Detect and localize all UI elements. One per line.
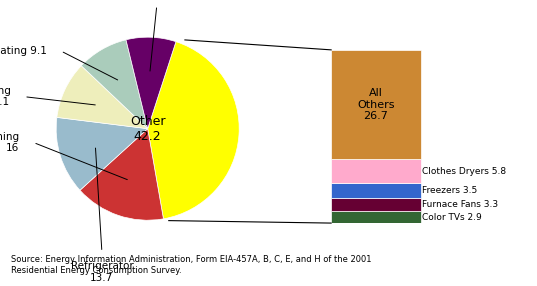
Text: Other
42.2: Other 42.2 [130,115,165,143]
Bar [331,183,420,198]
Text: Freezers 3.5: Freezers 3.5 [423,186,478,195]
Bar [331,160,420,183]
Text: Refrigerator
13.7: Refrigerator 13.7 [70,261,133,283]
Text: Furnace Fans 3.3: Furnace Fans 3.3 [423,200,498,209]
Text: Space Heating
10.1: Space Heating 10.1 [0,86,10,108]
Text: Clothes Dryers 5.8: Clothes Dryers 5.8 [423,167,506,176]
Text: Color TVs 2.9: Color TVs 2.9 [423,212,482,222]
Wedge shape [56,117,148,190]
Text: Source: Energy Information Administration, Form EIA-457A, B, C, E, and H of the : Source: Energy Information Administratio… [11,255,371,275]
Text: Air Conditioning
16: Air Conditioning 16 [0,132,19,153]
Wedge shape [126,37,176,129]
Wedge shape [81,40,148,129]
Text: All
Others
26.7: All Others 26.7 [357,88,395,121]
Wedge shape [80,129,163,220]
Wedge shape [57,66,148,129]
Bar [331,211,420,223]
Bar [331,50,420,160]
Bar [331,198,420,211]
Text: Water Heating 9.1: Water Heating 9.1 [0,46,47,56]
Wedge shape [148,42,239,219]
